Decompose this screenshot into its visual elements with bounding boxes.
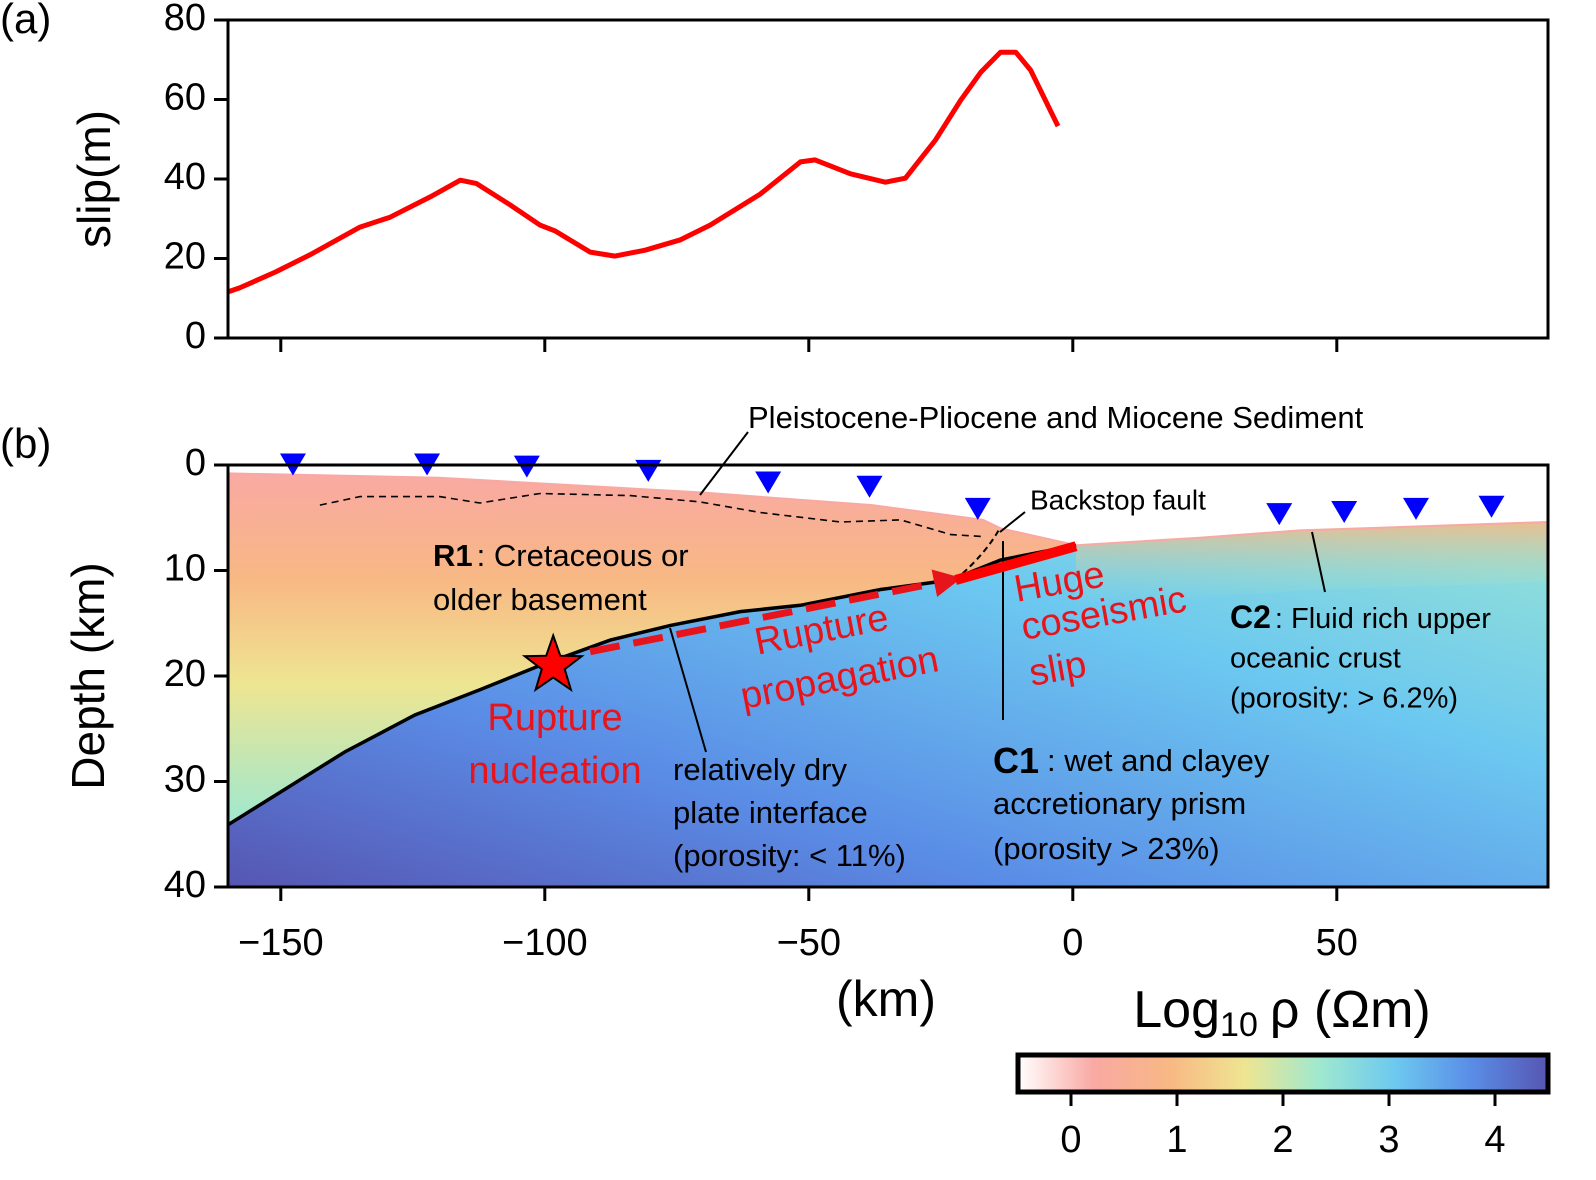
annotation: Pleistocene-Pliocene and Miocene Sedimen… bbox=[748, 400, 1364, 435]
y-tick-label: 40 bbox=[164, 156, 206, 198]
annotation-label: C2 bbox=[1230, 599, 1271, 635]
colorbar-label: Log10 ρ (Ωm) bbox=[1133, 981, 1430, 1044]
y-tick-label: 60 bbox=[164, 77, 206, 119]
colorbar-tick-label: 4 bbox=[1484, 1119, 1505, 1161]
y-tick-label: 40 bbox=[164, 864, 206, 906]
annotation: slip bbox=[1026, 643, 1089, 694]
annotation: nucleation bbox=[468, 750, 641, 792]
annotation: relatively dry bbox=[673, 752, 847, 787]
station bbox=[1403, 497, 1429, 520]
station bbox=[755, 471, 782, 494]
annotation-line: older basement bbox=[433, 582, 647, 617]
station bbox=[1266, 503, 1293, 526]
y-axis-label: slip(m) bbox=[68, 110, 120, 248]
annotation-label: R1 bbox=[433, 538, 473, 573]
station bbox=[964, 497, 991, 520]
y-axis-label: Depth (km) bbox=[62, 562, 114, 789]
colorbar-label-part: Log bbox=[1133, 981, 1220, 1039]
leader-line bbox=[1311, 531, 1326, 593]
axes: 0 20 40 60 80 0 10 20 30 40 −150 −100 −50 0 50 bbox=[164, 0, 1358, 964]
station bbox=[1331, 501, 1358, 524]
y-tick-label: 0 bbox=[185, 442, 206, 484]
coseismic-slip bbox=[954, 541, 1078, 585]
panel-label: (b) bbox=[0, 420, 51, 467]
oceanic-shallow-fill bbox=[1075, 521, 1548, 606]
colorbar-tick-label: 2 bbox=[1272, 1119, 1293, 1161]
sediment-boundary bbox=[319, 492, 986, 538]
y-tick-label: 0 bbox=[185, 315, 206, 357]
annotation-line: : Fluid rich upper bbox=[1275, 603, 1491, 635]
leader-line bbox=[999, 511, 1026, 533]
x-tick-label: 0 bbox=[1062, 922, 1083, 964]
annotation: C2: Fluid rich upper bbox=[1230, 599, 1491, 635]
colorbar-scale bbox=[1015, 1052, 1551, 1095]
station bbox=[513, 455, 540, 478]
rupture-propagation bbox=[589, 569, 962, 656]
station bbox=[635, 459, 662, 482]
annotation-line: (porosity: > 6.2%) bbox=[1230, 683, 1458, 715]
marks bbox=[227, 49, 1505, 693]
colorbar-tick-label: 1 bbox=[1166, 1119, 1187, 1161]
y-tick-label: 80 bbox=[164, 0, 206, 39]
annotation-line: : wet and clayey bbox=[1047, 743, 1270, 778]
x-axis-label: (km) bbox=[836, 971, 936, 1027]
annotation: Rupture bbox=[487, 697, 622, 739]
annotation-line: : Cretaceous or bbox=[477, 538, 689, 573]
surface-line bbox=[227, 472, 1549, 547]
leader-line bbox=[669, 627, 707, 753]
annotation: R1: Cretaceous or bbox=[433, 538, 689, 573]
station bbox=[856, 475, 883, 498]
colorbar-tick-label: 0 bbox=[1060, 1119, 1081, 1161]
y-tick-label: 10 bbox=[164, 548, 206, 590]
colorbar: 0 1 2 3 4 bbox=[1015, 1052, 1551, 1161]
annotation: (porosity: < 11%) bbox=[673, 838, 906, 873]
x-tick-label: 50 bbox=[1316, 922, 1358, 964]
station bbox=[1478, 495, 1505, 518]
annotation-line: accretionary prism bbox=[993, 786, 1246, 821]
colorbar-tick-label: 3 bbox=[1378, 1119, 1399, 1161]
backstop-fault bbox=[954, 527, 1001, 581]
x-tick-label: −100 bbox=[502, 922, 588, 964]
resistivity-section bbox=[228, 473, 1548, 887]
annotation-line: (porosity > 23%) bbox=[993, 831, 1220, 866]
colorbar-label-sub: 10 bbox=[1220, 1006, 1258, 1044]
y-tick-label: 20 bbox=[164, 236, 206, 278]
annotation-label: C1 bbox=[993, 740, 1039, 781]
y-tick-label: 20 bbox=[164, 653, 206, 695]
annotation-line: oceanic crust bbox=[1230, 643, 1401, 675]
panel-a-frame bbox=[226, 18, 1550, 340]
y-tick-label: 30 bbox=[164, 759, 206, 801]
slip-line bbox=[227, 49, 1061, 295]
x-tick-label: −150 bbox=[238, 922, 324, 964]
annotation: Backstop fault bbox=[1030, 484, 1206, 515]
annotation: plate interface bbox=[673, 795, 868, 830]
hypocenter bbox=[521, 632, 585, 693]
colorbar-label-part: ρ (Ωm) bbox=[1270, 981, 1431, 1039]
panel-label: (a) bbox=[0, 0, 51, 42]
annotation: C1: wet and clayey bbox=[993, 740, 1270, 781]
x-tick-label: −50 bbox=[777, 922, 841, 964]
overriding-plate-fill bbox=[228, 473, 1076, 825]
